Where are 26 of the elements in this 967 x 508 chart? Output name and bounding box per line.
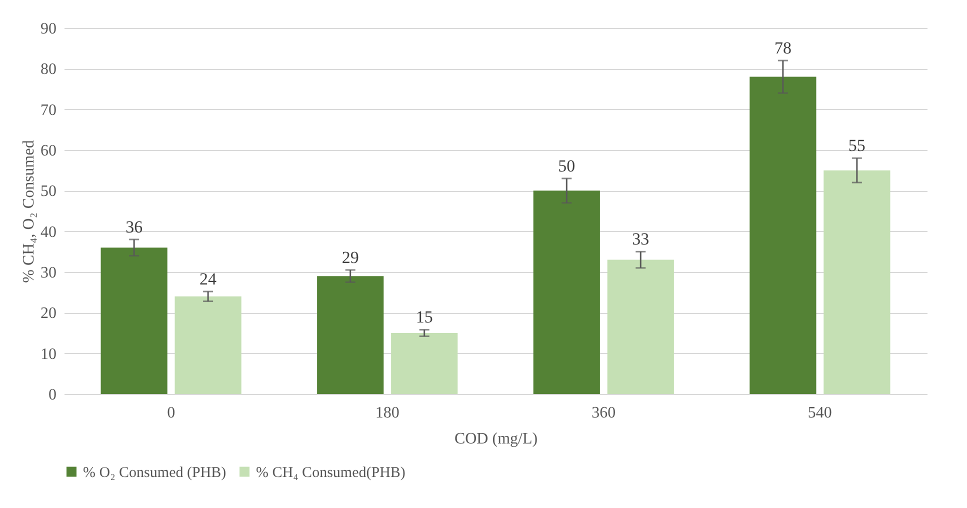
x-tick-label: 0 (167, 404, 176, 422)
legend-label: % O₂ Consumed (PHB) (83, 464, 226, 481)
data-label: 55 (848, 136, 866, 156)
y-tick-label: 80 (40, 61, 56, 78)
legend-label: % CH₄ Consumed(PHB) (256, 464, 406, 481)
data-label: 24 (200, 270, 218, 289)
y-tick-label: 60 (40, 142, 56, 160)
data-label: 33 (632, 230, 650, 249)
y-tick-label: 70 (40, 102, 56, 119)
y-axis-title: % CH₄, O₂ Consumed (20, 140, 38, 283)
data-label: 50 (558, 156, 576, 176)
x-tick-label: 360 (592, 404, 616, 422)
data-label: 29 (342, 248, 359, 267)
y-tick-label: 50 (40, 183, 56, 200)
data-label: 78 (774, 38, 792, 58)
data-label: 15 (416, 308, 433, 327)
y-tick-label: 40 (40, 224, 56, 241)
x-axis-title: COD (mg/L) (454, 430, 538, 448)
y-tick-label: 90 (40, 20, 56, 38)
y-tick-label: 0 (48, 386, 56, 404)
data-label: 36 (126, 217, 143, 236)
y-tick-label: 20 (40, 305, 56, 322)
x-tick-label: 540 (808, 404, 832, 422)
y-tick-label: 30 (40, 264, 56, 282)
x-tick-label: 180 (375, 404, 400, 422)
y-tick-label: 10 (40, 346, 56, 363)
